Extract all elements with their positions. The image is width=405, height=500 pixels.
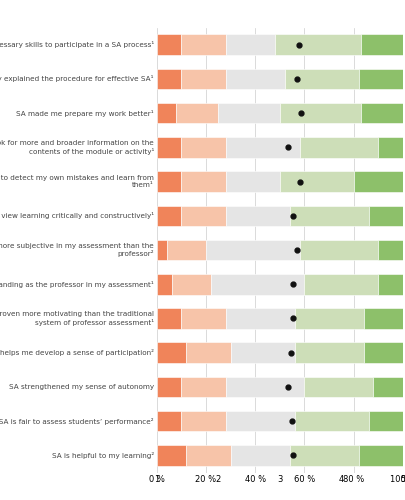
Bar bbox=[378, 240, 403, 260]
Bar bbox=[157, 445, 186, 466]
Bar bbox=[305, 274, 378, 294]
Bar bbox=[226, 172, 280, 192]
Text: I think I am more subjective in my assessment than the
professor²: I think I am more subjective in my asses… bbox=[0, 242, 154, 258]
Bar bbox=[378, 137, 403, 158]
Text: SA made me prepare my work better¹: SA made me prepare my work better¹ bbox=[16, 110, 154, 116]
Bar bbox=[364, 308, 403, 328]
Bar bbox=[300, 137, 378, 158]
Bar bbox=[211, 274, 305, 294]
Bar bbox=[157, 342, 186, 363]
Bar bbox=[181, 34, 226, 55]
Bar bbox=[157, 206, 181, 226]
Bar bbox=[226, 34, 275, 55]
Text: SA allowed me to view learning critically and constructively¹: SA allowed me to view learning criticall… bbox=[0, 212, 154, 220]
Bar bbox=[157, 34, 181, 55]
Bar bbox=[369, 206, 403, 226]
Bar bbox=[157, 103, 177, 124]
Bar bbox=[378, 274, 403, 294]
Bar bbox=[275, 34, 361, 55]
Bar bbox=[280, 172, 354, 192]
Bar bbox=[181, 411, 226, 432]
Bar bbox=[181, 206, 226, 226]
Bar bbox=[218, 103, 280, 124]
Text: SA forced me to look for more and broader information on the
contents of the mod: SA forced me to look for more and broade… bbox=[0, 140, 154, 154]
Bar bbox=[226, 68, 285, 89]
Bar bbox=[305, 376, 373, 397]
Bar bbox=[361, 34, 403, 55]
Bar bbox=[186, 445, 230, 466]
Bar bbox=[226, 411, 294, 432]
Bar bbox=[226, 308, 294, 328]
Bar bbox=[285, 68, 359, 89]
Text: I think SA is fair to assess students’ performance²: I think SA is fair to assess students’ p… bbox=[0, 418, 154, 424]
Bar bbox=[186, 342, 230, 363]
Bar bbox=[181, 137, 226, 158]
Bar bbox=[290, 445, 359, 466]
Text: I am not as demanding as the professor in my assessment¹: I am not as demanding as the professor i… bbox=[0, 280, 154, 287]
Text: SA is helpful to my learning²: SA is helpful to my learning² bbox=[52, 452, 154, 459]
Bar bbox=[166, 240, 206, 260]
Bar bbox=[157, 308, 181, 328]
Bar bbox=[226, 137, 300, 158]
Text: SA allowed me to detect my own mistakes and learn from
them¹: SA allowed me to detect my own mistakes … bbox=[0, 175, 154, 188]
Bar bbox=[157, 411, 181, 432]
Bar bbox=[290, 206, 369, 226]
Bar bbox=[181, 308, 226, 328]
Bar bbox=[280, 103, 361, 124]
Bar bbox=[157, 376, 181, 397]
Text: The SA system has proven more motivating than the traditional
system of professo: The SA system has proven more motivating… bbox=[0, 311, 154, 326]
Bar bbox=[369, 411, 403, 432]
Bar bbox=[157, 274, 171, 294]
Text: The professor clearly explained the procedure for effective SA¹: The professor clearly explained the proc… bbox=[0, 76, 154, 82]
Bar bbox=[157, 172, 181, 192]
Bar bbox=[361, 103, 403, 124]
Bar bbox=[300, 240, 378, 260]
Text: I had the necessary skills to participate in a SA process¹: I had the necessary skills to participat… bbox=[0, 41, 154, 48]
Bar bbox=[157, 68, 181, 89]
Bar bbox=[230, 342, 294, 363]
Bar bbox=[373, 376, 403, 397]
Bar bbox=[177, 103, 218, 124]
Bar bbox=[294, 308, 364, 328]
Text: SA strengthened my sense of autonomy: SA strengthened my sense of autonomy bbox=[9, 384, 154, 390]
Bar bbox=[230, 445, 290, 466]
Bar bbox=[226, 206, 290, 226]
Bar bbox=[171, 274, 211, 294]
Bar bbox=[226, 376, 305, 397]
Text: SA helps me develop a sense of participation²: SA helps me develop a sense of participa… bbox=[0, 349, 154, 356]
Bar bbox=[294, 411, 369, 432]
Bar bbox=[294, 342, 364, 363]
Bar bbox=[181, 376, 226, 397]
Bar bbox=[364, 342, 403, 363]
Bar bbox=[359, 445, 403, 466]
Bar bbox=[206, 240, 300, 260]
Bar bbox=[181, 68, 226, 89]
Bar bbox=[354, 172, 403, 192]
Bar bbox=[181, 172, 226, 192]
Bar bbox=[157, 240, 166, 260]
Bar bbox=[359, 68, 403, 89]
Bar bbox=[157, 137, 181, 158]
